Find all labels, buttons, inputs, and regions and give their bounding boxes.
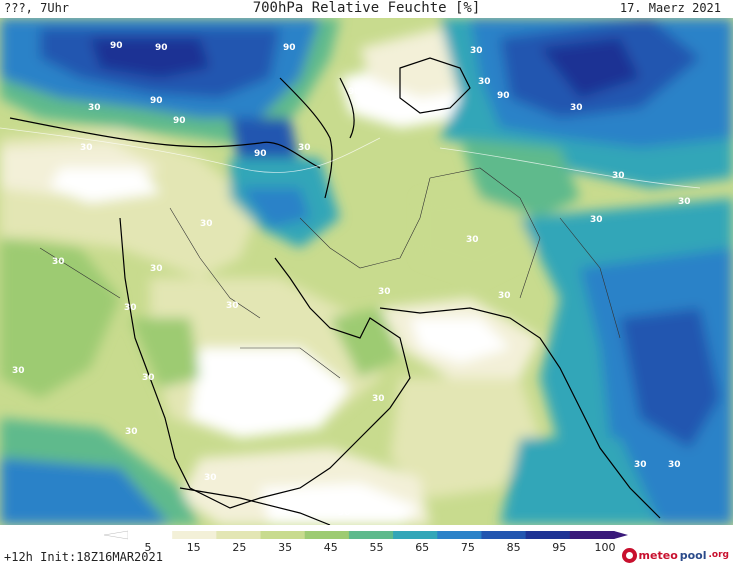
contour-label: 90 bbox=[254, 149, 267, 159]
legend-swatch bbox=[304, 531, 350, 539]
legend-tick-label: 65 bbox=[415, 541, 429, 554]
legend-swatch bbox=[393, 531, 438, 539]
legend-tick-label: 15 bbox=[187, 541, 201, 554]
legend-swatch bbox=[437, 531, 482, 539]
contour-label: 30 bbox=[668, 460, 681, 470]
map-title: 700hPa Relative Feuchte [%] bbox=[252, 0, 481, 16]
contour-label: 90 bbox=[110, 41, 123, 51]
color-legend: 5 15 25 35 45 55 65 75 85 95 100 bbox=[0, 525, 733, 566]
logo-icon bbox=[621, 547, 637, 563]
legend-swatch bbox=[569, 531, 615, 539]
contour-label: 30 bbox=[634, 460, 647, 470]
contour-label: 90 bbox=[150, 96, 163, 106]
contour-label: 90 bbox=[173, 116, 186, 126]
legend-tick-label: 95 bbox=[552, 541, 566, 554]
contours bbox=[0, 127, 701, 189]
coastlines bbox=[9, 57, 661, 525]
contour-label: 30 bbox=[204, 473, 217, 483]
contour-label: 30 bbox=[466, 235, 479, 245]
legend-arrow-high bbox=[614, 531, 628, 539]
contour-label: 90 bbox=[497, 91, 510, 101]
contour-label: 30 bbox=[298, 143, 311, 153]
borders bbox=[39, 167, 621, 379]
contour-label: 30 bbox=[125, 427, 138, 437]
legend-swatches bbox=[128, 531, 615, 539]
contour-label: 90 bbox=[348, 87, 361, 97]
contour-label: 30 bbox=[470, 46, 483, 56]
legend-tick-label: 55 bbox=[370, 541, 384, 554]
contour-label: 30 bbox=[142, 373, 155, 383]
logo-text-org: .org bbox=[708, 550, 729, 560]
contour-label: 90 bbox=[283, 43, 296, 53]
contour-label: 30 bbox=[338, 508, 351, 518]
contour-label: 30 bbox=[88, 103, 101, 113]
legend-tick-label: 5 bbox=[145, 541, 152, 554]
contour-label: 30 bbox=[372, 394, 385, 404]
contour-label: 30 bbox=[12, 366, 25, 376]
contour-label: 30 bbox=[226, 301, 239, 311]
contour-label: 30 bbox=[590, 215, 603, 225]
legend-swatch bbox=[348, 531, 394, 539]
logo-text-pool: pool bbox=[679, 548, 707, 562]
contour-label: 30 bbox=[678, 197, 691, 207]
legend-swatch bbox=[481, 531, 527, 539]
legend-tick-label: 45 bbox=[324, 541, 338, 554]
date-label: 17. Maerz 2021 bbox=[619, 1, 721, 15]
humidity-map: 90 90 90 90 90 90 90 90 30 30 30 30 30 3… bbox=[0, 18, 733, 525]
legend-tick-label: 25 bbox=[232, 541, 246, 554]
legend-tick-label: 35 bbox=[278, 541, 292, 554]
legend-arrow-low bbox=[103, 530, 129, 540]
legend-tick-label: 100 bbox=[595, 541, 616, 554]
contour-label: 30 bbox=[80, 143, 93, 153]
map-canvas: 90 90 90 90 90 90 90 90 30 30 30 30 30 3… bbox=[0, 18, 733, 525]
time-label: ???, 7Uhr bbox=[4, 1, 70, 15]
contour-label: 30 bbox=[570, 103, 583, 113]
legend-swatch bbox=[525, 531, 571, 539]
contour-label: 30 bbox=[200, 219, 213, 229]
logo-text-meteo: meteo bbox=[638, 548, 678, 562]
contour-labels: 90 90 90 90 90 90 90 90 30 30 30 30 30 3… bbox=[12, 41, 691, 518]
legend-swatch bbox=[128, 531, 173, 539]
contour-label: 90 bbox=[155, 43, 168, 53]
legend-swatch bbox=[216, 531, 262, 539]
header: ???, 7Uhr 700hPa Relative Feuchte [%] 17… bbox=[0, 0, 733, 18]
contour-label: 30 bbox=[498, 291, 511, 301]
contour-label: 30 bbox=[378, 287, 391, 297]
contour-label: 30 bbox=[52, 257, 65, 267]
legend-swatch bbox=[260, 531, 306, 539]
legend-swatch bbox=[172, 531, 217, 539]
init-label: +12h Init:18Z16MAR2021 bbox=[4, 550, 163, 564]
contour-label: 30 bbox=[124, 303, 137, 313]
humidity-field bbox=[0, 18, 733, 525]
legend-bar: 5 15 25 35 45 55 65 75 85 95 100 bbox=[103, 530, 628, 554]
contour-label: 30 bbox=[150, 264, 163, 274]
legend-tick-label: 85 bbox=[507, 541, 521, 554]
legend-tick-label: 75 bbox=[461, 541, 475, 554]
meteopool-logo[interactable]: meteo pool .org bbox=[621, 546, 729, 564]
legend-ticks: 5 15 25 35 45 55 65 75 85 95 100 bbox=[145, 541, 616, 554]
contour-label: 30 bbox=[478, 77, 491, 87]
contour-label: 30 bbox=[612, 171, 625, 181]
